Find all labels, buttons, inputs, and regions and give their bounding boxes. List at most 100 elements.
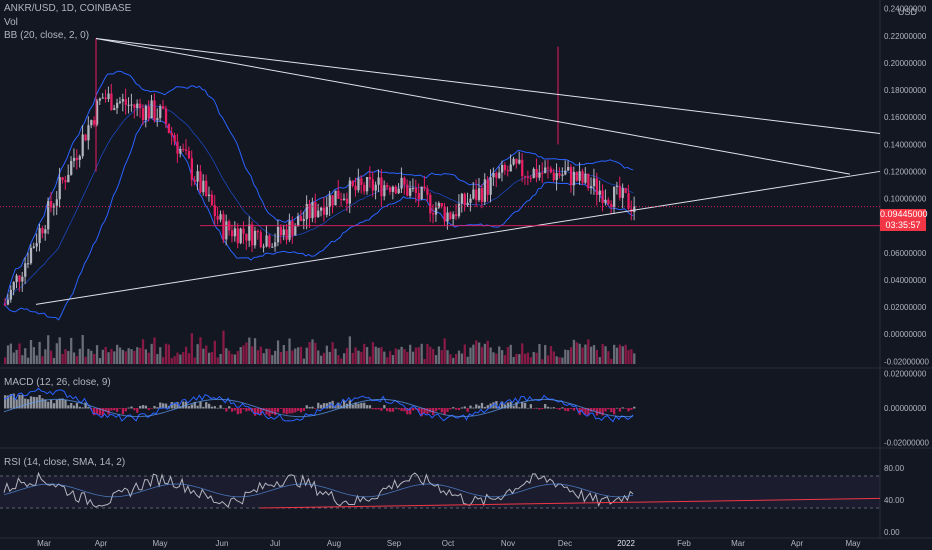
candle-body [345,198,349,204]
macd-histogram-bar [6,395,10,409]
macd-histogram-bar [282,408,285,414]
volume-bar [55,343,58,364]
macd-histogram-bar [411,408,415,411]
macd-histogram-bar [558,408,561,410]
macd-histogram-bar [567,408,570,412]
volume-bar [47,335,50,364]
price-tick-label: 0.22000000 [884,32,927,41]
macd-histogram-bar [118,408,122,409]
countdown-badge: 03:35:57 [880,220,926,231]
volume-bar [590,346,593,364]
volume-bar [21,355,24,364]
candle-body [205,180,208,196]
symbol-legend[interactable]: ANKR/USD, 1D, COINBASE [4,3,132,14]
volume-bar [139,347,142,364]
candle-body [90,120,93,126]
candle-body [503,164,507,171]
candle-body [523,176,527,178]
volume-bar [365,347,369,364]
macd-histogram-bar [4,395,7,409]
volume-bar [282,345,285,364]
candle-body [544,167,547,173]
macd-signal-line [3,398,634,418]
time-tick-label: Oct [442,539,455,548]
candle-body [334,190,337,206]
volume-bar [38,341,41,364]
macd-histogram-bar [455,408,458,410]
volume-bar [4,357,7,364]
macd-histogram-bar [268,408,271,417]
macd-histogram-bar [581,408,584,412]
volume-bar [150,343,153,364]
candle-body [331,195,334,206]
candle-body [388,187,392,192]
macd-histogram-bar [116,408,119,412]
macd-histogram-bar [84,402,87,409]
bb-legend[interactable]: BB (20, close, 2, 0) [4,30,90,41]
candle-body [440,202,443,207]
time-tick-label: Apr [791,539,804,548]
candlesticks[interactable] [4,38,636,306]
volume-bar [210,352,214,364]
time-tick-label: Apr [95,539,108,548]
volume-bar [124,351,127,364]
candle-body [18,275,21,282]
macd-histogram-bar [156,407,159,409]
volume-bar [253,338,257,364]
candle-body [633,206,636,213]
volume-bar [162,357,165,364]
trendlines[interactable] [0,38,881,305]
volume-legend[interactable]: Vol [4,17,18,28]
candle-body [302,219,306,221]
macd-histogram-bar [469,405,472,409]
candle-body [429,194,432,214]
volume-bar [207,352,211,364]
candle-body [409,188,412,196]
volume-bar [500,350,504,364]
candle-body [541,172,544,174]
volume-bar [607,351,610,364]
candle-body [472,189,475,199]
macd-histogram-bar [368,405,372,409]
candle-body [377,177,380,185]
candle-body [285,229,288,240]
volume-bar [489,347,492,364]
macd-histogram-bar [199,401,202,409]
macd-tick-label: 0.00000000 [884,404,927,413]
candle-body [518,159,521,164]
macd-histogram-bar [113,408,116,411]
time-tick-label: Sep [387,539,402,548]
rsi-tick-label: 80.00 [884,464,905,473]
candle-body [291,221,294,236]
candle-body [521,159,524,177]
macd-histogram-bar [153,405,156,409]
candle-body [322,207,326,215]
macd-histogram-bar [190,404,193,409]
macd-histogram-bar [360,402,363,409]
rsi-legend[interactable]: RSI (14, close, SMA, 14, 2) [4,457,126,468]
volume-bar [627,350,630,364]
volume-bar [569,347,573,364]
macd-histogram-bar [466,408,469,412]
volume-bar [432,348,435,364]
volume-bar [521,343,524,364]
macd-histogram-bar [95,408,99,415]
macd-histogram-bar [87,406,90,409]
volume-bar [414,347,418,364]
candle-body [133,104,136,108]
macd-legend[interactable]: MACD (12, 26, close, 9) [4,377,111,388]
volume-bar [486,340,489,364]
macd-histogram-bar [104,408,107,412]
macd-histogram-bar [320,404,323,409]
macd-histogram-bar [621,407,624,409]
macd-histogram-bar [351,404,354,409]
volume-bar [193,357,196,364]
macd-histogram-bar [380,408,383,411]
candle-body [196,171,199,182]
volume-bar [196,344,199,364]
candle-body [607,199,610,204]
volume-bar [342,353,346,364]
volume-bar [561,357,564,364]
